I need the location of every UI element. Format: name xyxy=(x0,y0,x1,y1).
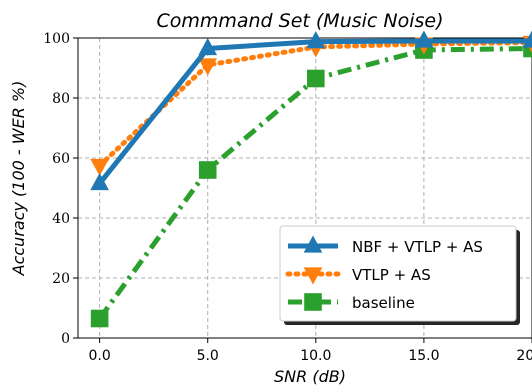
legend-marker xyxy=(303,235,323,253)
y-tick-label: 40 xyxy=(52,211,70,227)
data-point xyxy=(90,309,109,328)
data-point xyxy=(198,38,218,56)
data-point xyxy=(414,30,434,48)
x-tick-label: 5.0 xyxy=(197,348,219,364)
legend-marker xyxy=(303,267,323,285)
chart-title: Commmand Set (Music Noise) xyxy=(156,10,443,32)
legend-label: NBF + VTLP + AS xyxy=(352,238,483,256)
x-axis-label: SNR (dB) xyxy=(274,367,346,386)
x-tick-label: 10.0 xyxy=(300,348,331,364)
y-tick-label: 20 xyxy=(52,271,70,287)
y-tick-label: 100 xyxy=(43,31,70,47)
data-point xyxy=(90,173,109,191)
legend-label: VTLP + AS xyxy=(352,266,431,284)
legend-marker xyxy=(304,293,322,311)
x-tick-label: 20.0 xyxy=(516,348,532,364)
data-point xyxy=(522,30,532,48)
y-axis-label: Accuracy (100 - WER %) xyxy=(9,81,28,277)
data-point xyxy=(90,158,109,176)
x-tick-label: 0.0 xyxy=(88,348,110,364)
legend-label: baseline xyxy=(352,294,415,312)
plot-frame xyxy=(77,37,532,339)
y-tick-label: 80 xyxy=(52,91,70,107)
data-point xyxy=(307,69,325,88)
y-tick-label: 60 xyxy=(52,151,70,167)
legend: NBF + VTLP + AS VTLP + AS baseline xyxy=(279,225,520,325)
data-point xyxy=(306,31,326,49)
x-tick-label: 15.0 xyxy=(408,348,439,364)
data-point xyxy=(198,161,217,179)
legend-box xyxy=(279,225,517,322)
data-point xyxy=(198,58,218,76)
data-point xyxy=(523,39,532,58)
y-tick-label: 0 xyxy=(61,331,70,347)
